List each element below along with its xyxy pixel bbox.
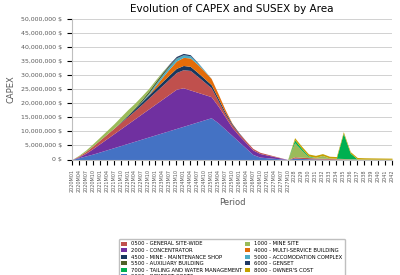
Title: Evolution of CAPEX and SUSEX by Area: Evolution of CAPEX and SUSEX by Area — [130, 4, 334, 14]
Y-axis label: CAPEX: CAPEX — [6, 76, 16, 103]
Legend: 0500 - GENERAL SITE-WIDE, 2000 - CONCENTRATOR, 4500 - MINE - MAINTENANCE SHOP, 5: 0500 - GENERAL SITE-WIDE, 2000 - CONCENT… — [119, 239, 345, 275]
X-axis label: Period: Period — [219, 198, 245, 207]
